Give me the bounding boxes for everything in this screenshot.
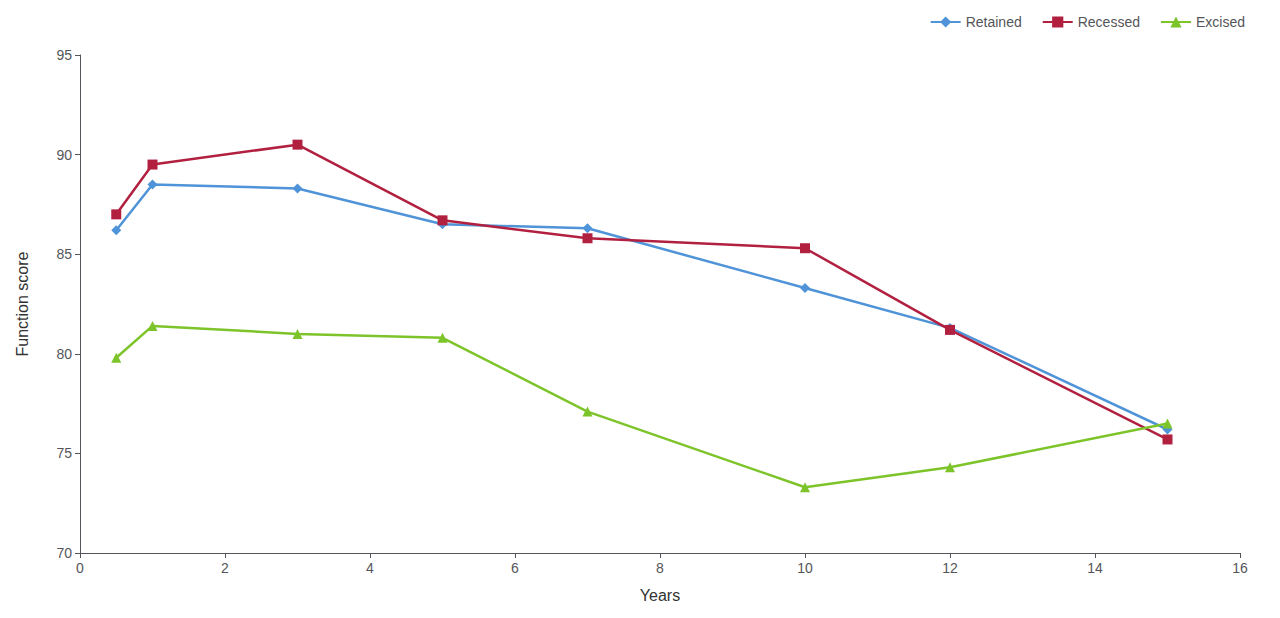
svg-text:0: 0: [76, 560, 84, 576]
svg-text:75: 75: [56, 445, 72, 461]
svg-text:2: 2: [221, 560, 229, 576]
svg-text:4: 4: [366, 560, 374, 576]
svg-text:14: 14: [1087, 560, 1103, 576]
svg-text:85: 85: [56, 246, 72, 262]
svg-text:16: 16: [1232, 560, 1248, 576]
svg-text:12: 12: [942, 560, 958, 576]
svg-text:Recessed: Recessed: [1078, 14, 1140, 30]
svg-text:Retained: Retained: [966, 14, 1022, 30]
svg-text:90: 90: [56, 147, 72, 163]
svg-text:Function score: Function score: [14, 251, 31, 356]
svg-text:Excised: Excised: [1196, 14, 1245, 30]
svg-text:6: 6: [511, 560, 519, 576]
svg-text:Years: Years: [640, 587, 680, 604]
svg-text:8: 8: [656, 560, 664, 576]
svg-text:70: 70: [56, 545, 72, 561]
svg-text:95: 95: [56, 47, 72, 63]
svg-text:80: 80: [56, 346, 72, 362]
svg-text:10: 10: [797, 560, 813, 576]
